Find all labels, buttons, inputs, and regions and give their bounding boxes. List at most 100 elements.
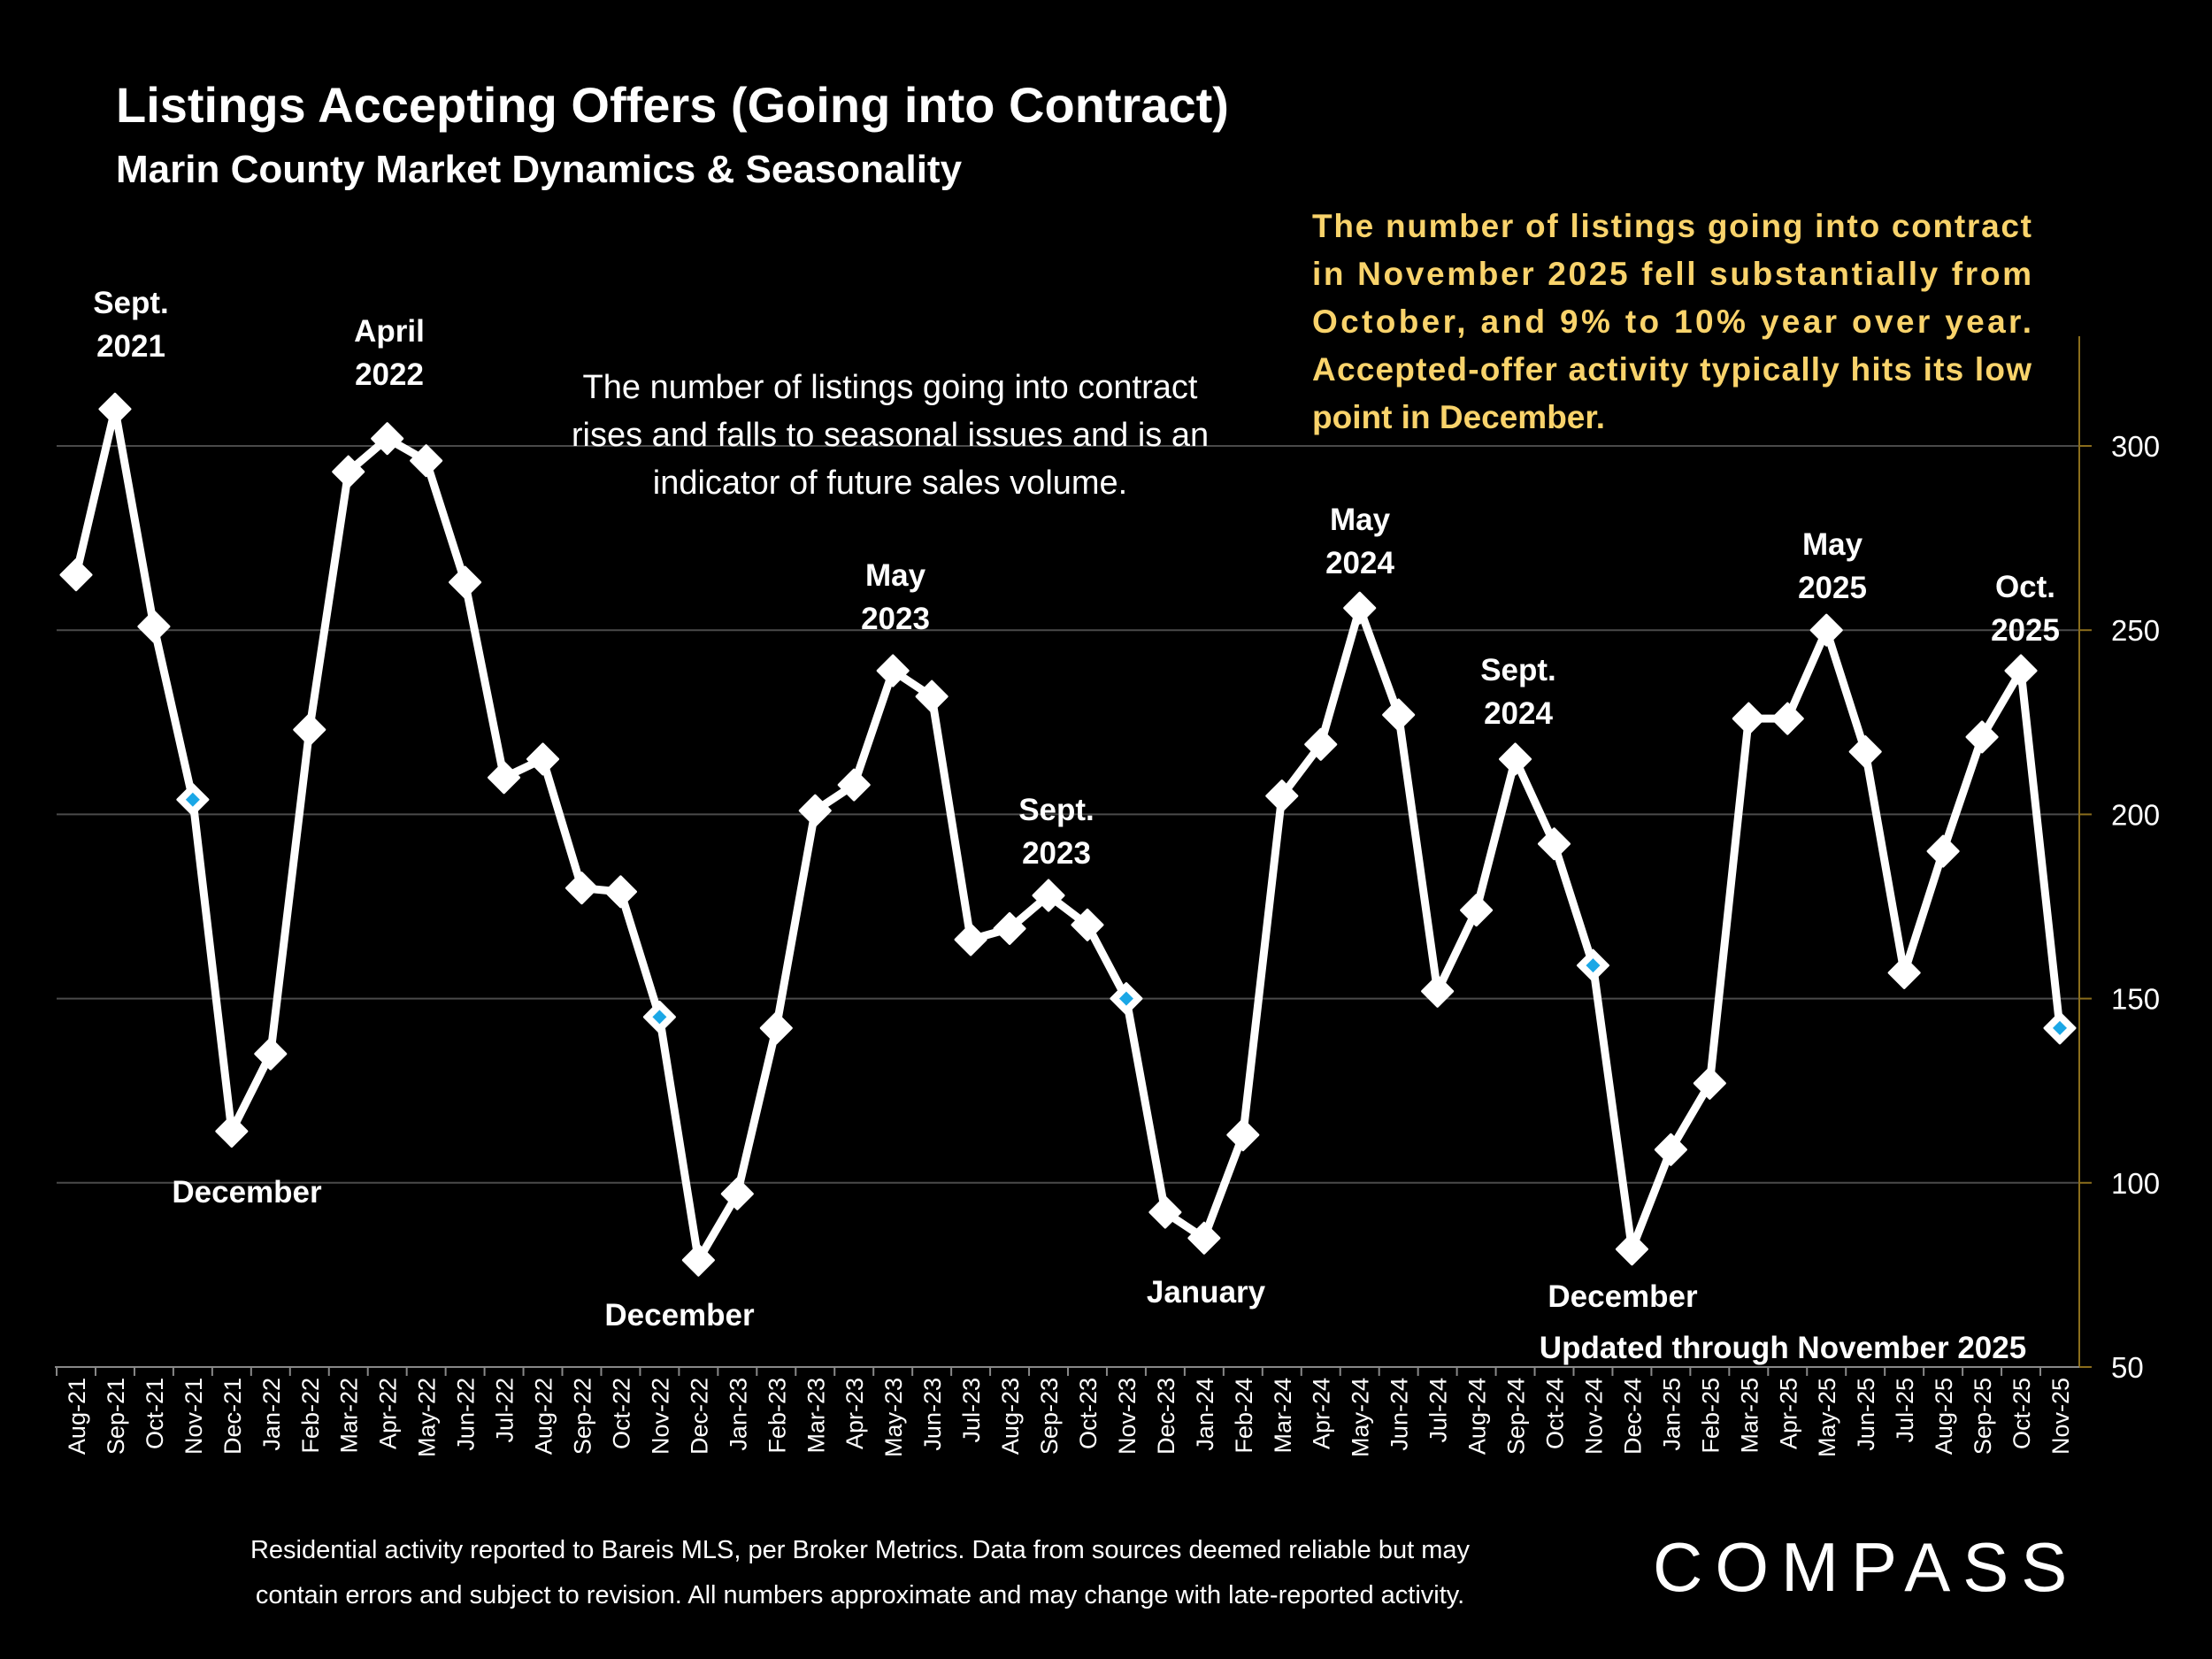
data-point-highlight <box>185 792 200 807</box>
x-tick-label: Apr-24 <box>1309 1378 1335 1449</box>
data-point <box>1926 834 1960 868</box>
compass-logo: COMPASS <box>1653 1528 2079 1606</box>
x-tick-label: Dec-22 <box>686 1378 712 1455</box>
x-tick-label: Feb-25 <box>1697 1378 1724 1454</box>
x-tick-label: Oct-23 <box>1075 1378 1102 1449</box>
x-tick-label: Apr-25 <box>1775 1378 1801 1449</box>
x-tick-label: Aug-21 <box>64 1378 90 1455</box>
data-point <box>449 565 482 599</box>
y-tick-label: 300 <box>2111 430 2160 463</box>
data-point <box>1148 1195 1182 1229</box>
data-point <box>1693 1066 1726 1100</box>
x-tick-label: Sep-25 <box>1970 1378 1996 1455</box>
x-tick-label: Aug-25 <box>1931 1378 1957 1455</box>
data-point <box>993 911 1026 945</box>
data-point <box>1421 974 1455 1008</box>
x-tick-label: Aug-24 <box>1464 1378 1491 1455</box>
annotation-label: 2025 <box>1798 571 1867 605</box>
x-tick-label: Dec-23 <box>1153 1378 1179 1455</box>
x-tick-label: Jan-22 <box>258 1378 285 1451</box>
x-tick-label: Oct-22 <box>608 1378 634 1449</box>
annotations: Sept. 2021 April 2022 December December May 202… <box>93 286 2060 1333</box>
x-tick-label: Aug-22 <box>531 1378 557 1455</box>
data-point <box>1732 702 1765 735</box>
data-point-highlight <box>652 1010 667 1025</box>
footer-line: Residential activity reported to Bareis … <box>250 1536 1471 1564</box>
data-point <box>1499 742 1532 776</box>
data-point <box>1965 720 1999 754</box>
annotation-label: 2022 <box>355 357 424 392</box>
data-point <box>837 768 871 802</box>
data-point <box>1265 780 1299 813</box>
x-tick-label: Oct-24 <box>1542 1378 1569 1449</box>
data-point <box>2004 654 2038 687</box>
x-tick-label: Feb-24 <box>1231 1378 1257 1454</box>
data-point <box>410 444 443 478</box>
center-note-line: indicator of future sales volume. <box>653 465 1128 502</box>
annotation-label: 2021 <box>96 329 165 364</box>
data-point <box>526 742 560 776</box>
x-tick-label: Jun-22 <box>453 1378 480 1451</box>
data-point <box>565 872 598 905</box>
data-point <box>1848 735 1882 769</box>
data-point <box>137 610 171 643</box>
x-tick-label: Nov-22 <box>647 1378 673 1455</box>
x-tick-label: Mar-25 <box>1736 1378 1763 1454</box>
x-tick-label: Jan-23 <box>725 1378 751 1451</box>
x-tick-label: Apr-22 <box>375 1378 402 1449</box>
data-point <box>1460 894 1494 927</box>
data-point <box>254 1037 288 1071</box>
data-point <box>1226 1118 1260 1152</box>
annotation-label: January <box>1147 1275 1266 1310</box>
x-tick-label: Nov-25 <box>2047 1378 2074 1455</box>
x-tick-label: Nov-21 <box>180 1378 207 1455</box>
series-line <box>72 404 2064 1264</box>
x-tick-label: May-24 <box>1348 1378 1374 1457</box>
data-point <box>1071 908 1104 941</box>
data-point <box>681 1243 715 1277</box>
data-point <box>1343 591 1377 625</box>
x-tick-label: May-23 <box>880 1378 907 1457</box>
center-note: The number of listings going into contra… <box>572 369 1209 502</box>
x-tick-label: Sep-22 <box>569 1378 595 1455</box>
x-tick-label: Mar-24 <box>1270 1378 1296 1454</box>
x-tick-label: Jul-24 <box>1425 1378 1452 1443</box>
x-tick-label: Dec-24 <box>1619 1378 1646 1455</box>
x-tick-label: Mar-22 <box>336 1378 363 1454</box>
x-tick-label: Oct-25 <box>2008 1378 2035 1449</box>
x-tick-label: Mar-23 <box>803 1378 829 1454</box>
data-point <box>720 1177 754 1210</box>
data-point <box>954 923 987 956</box>
updated-label: Updated through November 2025 <box>1540 1331 2026 1365</box>
x-tick-label: Dec-21 <box>219 1378 246 1455</box>
data-point-highlight <box>1586 958 1601 973</box>
x-tick-label: Jul-22 <box>492 1378 518 1443</box>
annotation-label: December <box>172 1175 322 1210</box>
data-point-highlight <box>2053 1020 2067 1035</box>
data-point <box>293 713 326 747</box>
annotation-label: 2023 <box>861 602 930 636</box>
chart-subtitle: Marin County Market Dynamics & Seasonali… <box>116 148 963 191</box>
data-point <box>759 1011 793 1045</box>
data-point <box>1615 1233 1648 1266</box>
x-tick-label: Nov-23 <box>1114 1378 1141 1455</box>
x-tick-label: Jan-25 <box>1658 1378 1685 1451</box>
x-tick-label: Jan-24 <box>1192 1378 1218 1451</box>
data-series <box>59 392 2077 1277</box>
annotation-label: December <box>1548 1279 1698 1314</box>
data-point <box>59 558 93 592</box>
x-tick-label: Aug-23 <box>997 1378 1024 1455</box>
annotation-label: Sept. <box>93 286 169 320</box>
chart-title: Listings Accepting Offers (Going into Co… <box>116 77 1229 133</box>
x-tick-label: Oct-21 <box>142 1378 168 1449</box>
center-note-line: rises and falls to seasonal issues and i… <box>572 417 1209 454</box>
data-point <box>798 794 832 827</box>
annotation-label: 2025 <box>1991 613 2060 648</box>
annotation-label: 2024 <box>1325 546 1394 580</box>
annotation-label: Oct. <box>1995 570 2055 604</box>
x-tick-label: Sep-24 <box>1503 1378 1530 1455</box>
annotation-label: April <box>354 314 425 349</box>
x-tick-label: Feb-23 <box>764 1378 790 1454</box>
data-point-highlight <box>1118 991 1133 1006</box>
